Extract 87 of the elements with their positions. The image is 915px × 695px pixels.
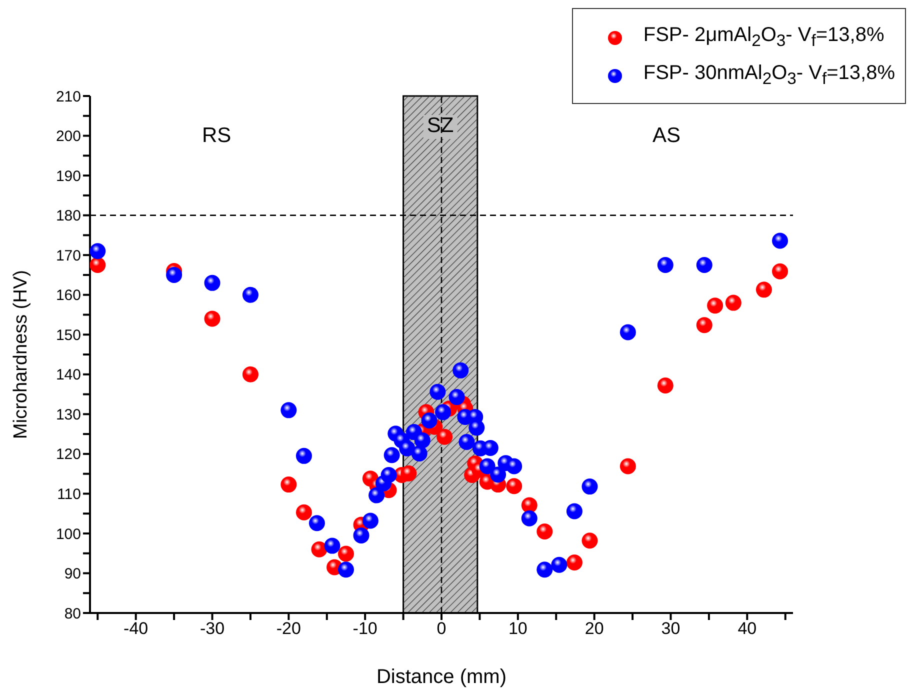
point xyxy=(430,384,446,400)
point xyxy=(582,478,598,495)
point xyxy=(414,432,430,448)
point xyxy=(725,294,742,311)
x-tick-label: -30 xyxy=(200,619,225,638)
annotation: AS xyxy=(652,124,680,148)
y-tick-label: 150 xyxy=(56,326,81,344)
point xyxy=(242,286,258,303)
point xyxy=(536,523,553,540)
y-tick-label: 170 xyxy=(56,247,81,264)
point xyxy=(479,458,496,474)
point xyxy=(506,458,522,474)
point xyxy=(521,510,538,526)
point xyxy=(657,257,674,274)
point xyxy=(411,446,428,462)
point xyxy=(296,448,312,464)
point xyxy=(324,538,340,554)
y-tick-label: 210 xyxy=(56,88,81,106)
point xyxy=(566,503,582,520)
point xyxy=(458,434,475,450)
point xyxy=(772,232,788,249)
point xyxy=(435,404,452,420)
point xyxy=(380,467,397,483)
point xyxy=(657,378,674,394)
point xyxy=(368,487,385,504)
point xyxy=(620,458,636,474)
point xyxy=(280,476,297,493)
point xyxy=(90,243,106,260)
point xyxy=(436,428,453,445)
x-tick-label: -10 xyxy=(352,619,378,638)
point xyxy=(490,466,506,483)
point xyxy=(421,412,438,429)
point xyxy=(756,282,772,298)
x-axis-title: Distance (mm) xyxy=(376,666,507,688)
legend-label: FSP- 2μmAl$_{2}$O$_{3}$- V$_{f}$=13,8% xyxy=(643,23,884,52)
point xyxy=(384,447,400,464)
point xyxy=(620,324,636,340)
point xyxy=(399,440,416,456)
annotation: RS xyxy=(202,124,232,148)
x-tick-label: 40 xyxy=(738,619,757,638)
point xyxy=(362,512,378,529)
point xyxy=(400,465,417,482)
x-tick-label: 10 xyxy=(508,619,528,638)
point xyxy=(551,556,568,573)
point xyxy=(311,541,328,558)
y-tick-label: 200 xyxy=(56,128,81,146)
y-tick-label: 110 xyxy=(57,486,81,504)
point xyxy=(353,527,370,544)
y-tick-label: 140 xyxy=(56,366,81,384)
point xyxy=(296,504,312,520)
point xyxy=(468,420,485,436)
point xyxy=(506,478,522,494)
point xyxy=(308,515,325,532)
x-tick-label: -40 xyxy=(124,619,148,638)
point xyxy=(521,497,538,514)
point xyxy=(338,562,354,578)
y-tick-label: 100 xyxy=(56,526,81,543)
point xyxy=(566,554,582,570)
x-tick-label: 30 xyxy=(661,619,680,638)
point xyxy=(452,362,469,378)
y-tick-label: 160 xyxy=(56,287,81,304)
point xyxy=(536,562,553,578)
x-tick-label: 20 xyxy=(584,619,604,638)
y-tick-label: 80 xyxy=(64,605,81,622)
point xyxy=(280,402,297,418)
point xyxy=(696,317,712,334)
point xyxy=(448,389,465,406)
band-label: SZ xyxy=(426,114,454,137)
y-tick-label: 90 xyxy=(64,566,81,583)
y-tick-label: 130 xyxy=(56,406,81,424)
x-tick-label: -20 xyxy=(276,619,301,638)
point xyxy=(772,263,788,280)
legend-label: FSP- 30nmAl$_{2}$O$_{3}$- V$_{f}$=13,8% xyxy=(643,61,895,90)
point xyxy=(90,257,106,274)
x-tick-label: 0 xyxy=(436,619,446,638)
point xyxy=(204,274,220,291)
y-tick-label: 190 xyxy=(56,168,81,185)
point xyxy=(582,532,598,549)
point xyxy=(707,298,724,314)
point xyxy=(696,257,712,274)
point xyxy=(166,266,182,283)
y-axis-title: Microhardness (HV) xyxy=(10,270,32,439)
y-tick-label: 180 xyxy=(56,208,81,225)
y-tick-label: 120 xyxy=(56,446,81,464)
point xyxy=(338,546,354,562)
point xyxy=(204,310,220,327)
point xyxy=(242,366,258,382)
